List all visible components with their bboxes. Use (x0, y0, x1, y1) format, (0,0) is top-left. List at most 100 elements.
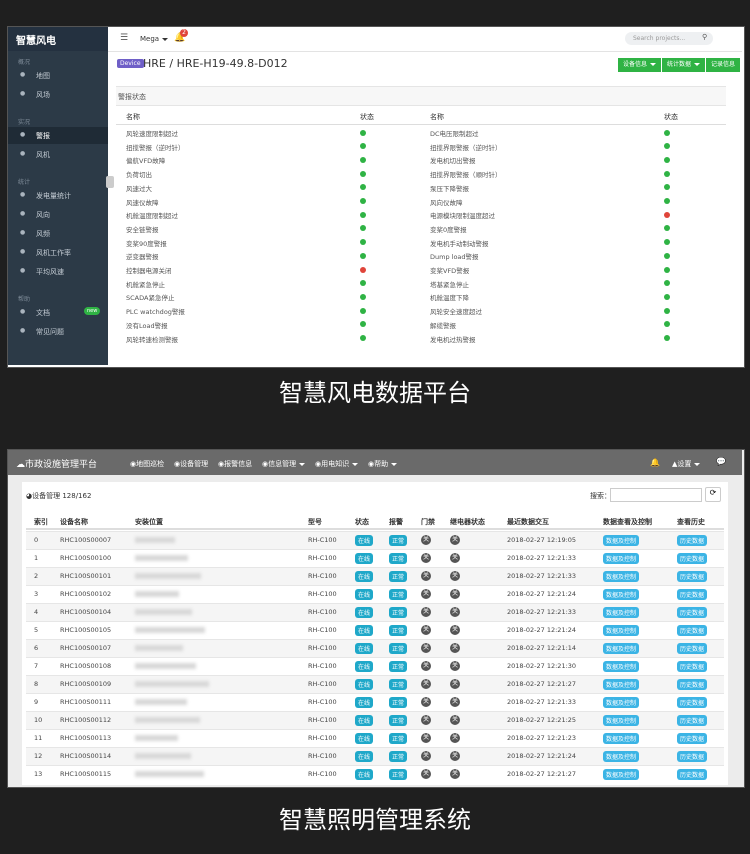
nav-item[interactable]: ◉报警信息 (218, 460, 253, 468)
status-dot (664, 239, 670, 246)
table-cell[interactable]: 历史数据 (677, 661, 708, 672)
table-cell[interactable]: 数据及控制 (603, 661, 640, 672)
header-button[interactable]: 设备信息 (618, 58, 663, 72)
table-cell[interactable]: 历史数据 (677, 751, 708, 762)
table-cell[interactable]: 数据及控制 (603, 607, 640, 618)
status-dot (360, 225, 366, 232)
table-cell[interactable]: 历史数据 (677, 715, 708, 726)
table-cell: RHC100S00102 (60, 590, 112, 598)
sidebar-item[interactable]: ● 平均风速 (8, 263, 108, 280)
sidebar-label: 常见问题 (36, 328, 64, 336)
nav-label: 地图巡检 (136, 460, 165, 468)
alarm-name: 负荷切出 (126, 171, 152, 180)
bell[interactable]: 🔔 (174, 33, 186, 43)
table-cell[interactable]: 历史数据 (677, 733, 708, 744)
table-row (26, 567, 724, 586)
sidebar-item[interactable]: ● 地图 (8, 67, 108, 84)
sidebar-label: 平均风速 (36, 268, 64, 276)
table-cell[interactable]: 数据及控制 (603, 715, 640, 726)
sidebar-item[interactable]: ● 风机 (8, 146, 108, 163)
table-cell[interactable]: 数据及控制 (603, 571, 640, 582)
device-table: 索引 设备名称 安装位置 型号 状态 报警 门禁 继电器状态 最近数据交互 数据查看及控制 查看历史… (26, 514, 724, 785)
table-cell[interactable]: 数据及控制 (603, 553, 640, 564)
table-cell: 关 (421, 553, 431, 563)
table-cell[interactable]: 数据及控制 (603, 589, 640, 600)
user-menu[interactable]: ▲设置 (672, 459, 701, 469)
table-cell[interactable]: 数据及控制 (603, 643, 640, 654)
status-dot (360, 198, 366, 204)
alarm-name: 塔基紧急停止 (430, 280, 469, 289)
nav-label: 信息管理 (268, 460, 297, 468)
table-cell[interactable]: 历史数据 (677, 589, 708, 600)
table-cell[interactable]: 历史数据 (677, 643, 708, 654)
brand: 智慧风电 (16, 36, 56, 47)
table-cell[interactable]: 数据及控制 (603, 751, 640, 762)
menu[interactable]: Mega (140, 35, 169, 43)
column-header: 数据查看及控制 (603, 518, 652, 526)
sidebar-icon: ● (20, 150, 26, 157)
sidebar-item[interactable]: ● 文档 new (8, 304, 108, 321)
alarm-name: 电源模块限制温度超过 (430, 212, 495, 221)
sidebar-item[interactable]: ● 发电量统计 (8, 187, 108, 204)
header-button[interactable]: 记录信息 (706, 58, 742, 72)
search-box[interactable]: Search projects... ⚲ (625, 32, 713, 45)
search-icon: ⚲ (702, 33, 708, 41)
table-cell: 正常 (389, 535, 408, 546)
menu-icon[interactable]: ☰ (120, 33, 129, 43)
alarm-name: 泵压下降警报 (430, 184, 469, 193)
blurred-address (135, 771, 204, 777)
table-cell[interactable]: 数据及控制 (603, 625, 640, 636)
table-cell[interactable]: 数据及控制 (603, 697, 640, 708)
table-cell: 关 (421, 715, 431, 725)
sidebar-label: 风机 (36, 151, 50, 159)
alarm-name: 扭揽界限警报（顺时针） (430, 171, 502, 180)
section-header: 警报状态 (116, 86, 726, 106)
search-input[interactable] (610, 488, 702, 502)
menu-label: Mega (140, 35, 160, 43)
table-cell[interactable]: 数据及控制 (603, 679, 640, 690)
table-cell[interactable]: 历史数据 (677, 679, 708, 690)
alarm-name: 变桨VFD警报 (430, 267, 470, 275)
sidebar-item[interactable]: ● 常见问题 (8, 323, 108, 340)
sidebar-item[interactable]: ● 警报 (8, 127, 108, 144)
table-cell[interactable]: 历史数据 (677, 607, 708, 618)
nav-item[interactable]: ◉用电知识 (315, 459, 359, 469)
table-cell[interactable]: 数据及控制 (603, 769, 640, 780)
table-cell[interactable]: 数据及控制 (603, 733, 640, 744)
collapse-handle[interactable] (106, 176, 114, 188)
search-label: 搜索： (590, 492, 611, 500)
alarm-name: 变桨0度警报 (430, 225, 467, 234)
blurred-address (135, 699, 187, 705)
table-cell[interactable]: 历史数据 (677, 553, 708, 564)
table-cell[interactable]: 历史数据 (677, 571, 708, 582)
nav-item[interactable]: ◉设备管理 (174, 460, 209, 468)
panel: ◕设备管理 128/162 搜索： ⟳ 索引 设备名称 安装位置 型号 状态 报警 门禁 继电… (22, 482, 728, 785)
table-cell: RH-C100 (308, 536, 337, 544)
table-cell[interactable]: 数据及控制 (603, 535, 640, 546)
table-cell[interactable]: 历史数据 (677, 697, 708, 708)
status-dot (360, 239, 366, 246)
table-row (26, 657, 724, 676)
refresh-button[interactable]: ⟳ (705, 487, 721, 502)
alarm-name: 机舱温度限制超过 (126, 212, 178, 221)
sidebar-item[interactable]: ● 风机工作率 (8, 244, 108, 261)
status-dot (664, 129, 670, 136)
sidebar-icon: ● (20, 71, 26, 78)
table-cell[interactable]: 历史数据 (677, 769, 708, 780)
sidebar-icon: ● (20, 229, 26, 236)
sidebar-item[interactable]: ● 风频 (8, 225, 108, 242)
header-button[interactable]: 统计数据 (662, 58, 707, 72)
chat-icon[interactable]: 💬 (716, 457, 726, 466)
column-header: 状态 (355, 518, 369, 526)
table-row (26, 585, 724, 604)
table-cell[interactable]: 历史数据 (677, 625, 708, 636)
nav-item[interactable]: ◉地图巡检 (130, 460, 165, 468)
alarm-name: 安全链警报 (126, 225, 159, 234)
table-cell: 正常 (389, 571, 408, 582)
alert-icon[interactable]: 🔔 (650, 458, 660, 467)
table-cell[interactable]: 历史数据 (677, 535, 708, 546)
sidebar-item[interactable]: ● 风场 (8, 86, 108, 103)
nav-item[interactable]: ◉信息管理 (262, 459, 306, 469)
nav-item[interactable]: ◉帮助 (368, 459, 398, 469)
sidebar-item[interactable]: ● 风向 (8, 206, 108, 223)
